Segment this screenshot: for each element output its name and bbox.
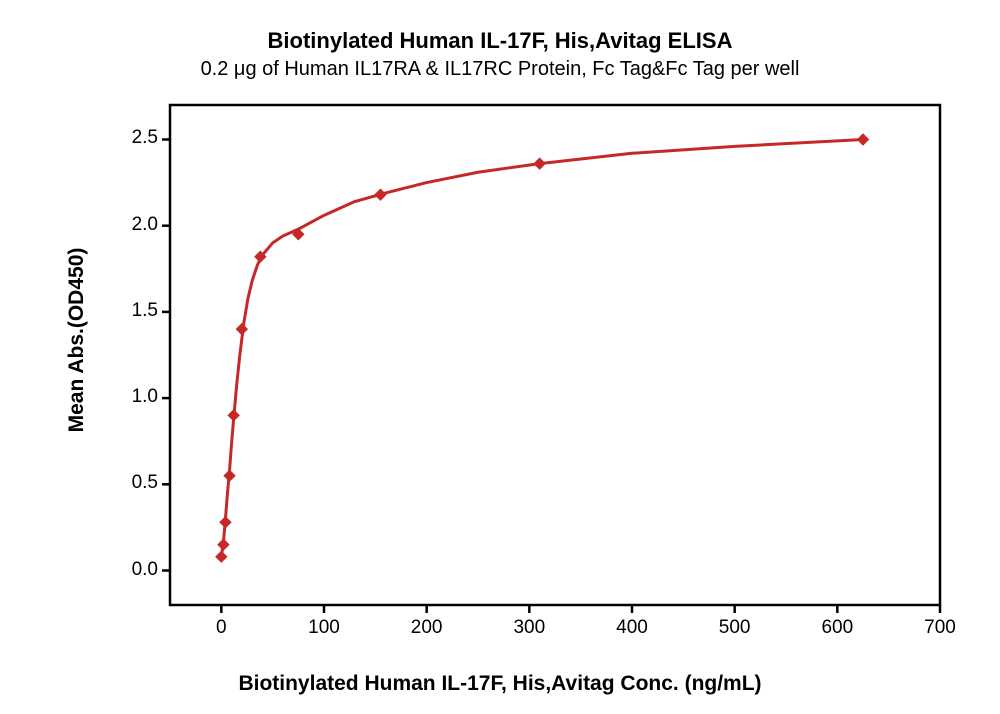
data-point-marker bbox=[534, 158, 545, 169]
y-tick-label: 1.0 bbox=[108, 386, 158, 408]
data-point-marker bbox=[220, 517, 231, 528]
y-tick-label: 0.0 bbox=[108, 559, 158, 581]
data-point-marker bbox=[375, 189, 386, 200]
x-tick-label: 500 bbox=[705, 617, 765, 639]
y-axis-label: Mean Abs.(OD450) bbox=[65, 190, 89, 490]
x-tick-label: 600 bbox=[807, 617, 867, 639]
y-tick-label: 2.0 bbox=[108, 214, 158, 236]
x-tick-label: 0 bbox=[191, 617, 251, 639]
data-point-marker bbox=[236, 324, 247, 335]
data-point-marker bbox=[216, 551, 227, 562]
elisa-chart: Biotinylated Human IL-17F, His,Avitag EL… bbox=[0, 0, 1000, 714]
x-tick-label: 400 bbox=[602, 617, 662, 639]
data-point-marker bbox=[858, 134, 869, 145]
data-point-marker bbox=[224, 470, 235, 481]
data-point-marker bbox=[228, 410, 239, 421]
chart-svg bbox=[0, 0, 1000, 714]
y-tick-label: 1.5 bbox=[108, 300, 158, 322]
x-tick-label: 300 bbox=[499, 617, 559, 639]
data-point-marker bbox=[218, 539, 229, 550]
x-tick-label: 100 bbox=[294, 617, 354, 639]
x-axis-label: Biotinylated Human IL-17F, His,Avitag Co… bbox=[0, 672, 1000, 696]
y-tick-label: 2.5 bbox=[108, 127, 158, 149]
x-tick-label: 700 bbox=[910, 617, 970, 639]
x-tick-label: 200 bbox=[397, 617, 457, 639]
y-tick-label: 0.5 bbox=[108, 472, 158, 494]
